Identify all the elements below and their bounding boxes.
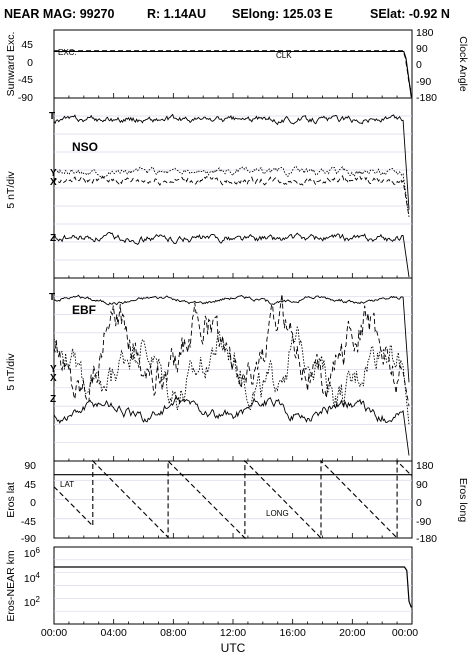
distance-line [54, 566, 412, 608]
ebf-ylabel: 5 nT/div [5, 353, 17, 391]
nso-ylabel: 5 nT/div [5, 171, 17, 209]
ebf-label-t: T [49, 292, 55, 303]
angles-rtick-180: 180 [416, 27, 434, 39]
angles-ytick-minus45: -45 [18, 74, 33, 86]
angles-right-ticks: 180 90 0 -90 -180 [416, 27, 437, 104]
angles-series [54, 50, 412, 98]
xtick-2: 08:00 [160, 627, 186, 639]
nso-label-t: T [49, 111, 55, 122]
angles-ytick-45: 45 [21, 39, 33, 51]
angles-ytick-minus90: -90 [18, 92, 33, 104]
eros-series [53, 459, 413, 540]
x-axis-ticks: 00:00 04:00 08:00 12:00 16:00 20:00 00:0… [41, 93, 418, 639]
distance-ytick-1e2: 102 [24, 595, 41, 609]
distance-ylabel: Eros-NEAR km [5, 550, 17, 621]
xtick-3: 12:00 [220, 627, 246, 639]
ebf-line-y [53, 325, 410, 425]
angles-ylabel-right: Clock Angle [457, 36, 469, 92]
nso-label-x: X [50, 177, 57, 188]
nso-series [53, 113, 410, 278]
ebf-series [53, 293, 410, 456]
angles-annotation-clk: CLK [276, 51, 292, 60]
nso-line-t [53, 113, 410, 210]
eros-ytick-90: 90 [24, 460, 36, 472]
ebf-line-t [53, 294, 410, 383]
angles-ylabel: Sunward Exc. [5, 32, 17, 97]
eros-ylabel-right: Eros long [457, 478, 469, 523]
eros-ytick-minus45: -45 [21, 516, 36, 528]
xtick-6: 00:00 [392, 627, 418, 639]
ebf-label-z: Z [50, 394, 56, 405]
xtick-0: 00:00 [41, 627, 67, 639]
eros-ytick-minus90: -90 [21, 533, 36, 545]
xtick-5: 20:00 [339, 627, 365, 639]
eros-rtick-180: 180 [416, 460, 434, 472]
nso-line-x [53, 174, 410, 217]
xtick-4: 16:00 [280, 627, 306, 639]
ebf-line-x [53, 293, 410, 407]
eros-rtick-minus90: -90 [416, 516, 431, 528]
eros-ytick-0: 0 [30, 497, 36, 509]
guide-lines [54, 115, 412, 612]
x-axis-title: UTC [221, 641, 246, 655]
nso-line-y [53, 165, 410, 217]
eros-left-ticks: 90 45 0 -45 -90 [21, 460, 36, 545]
angles-rtick-minus90: -90 [416, 76, 431, 88]
eros-rtick-90: 90 [416, 479, 428, 491]
angles-ytick-0: 0 [27, 57, 33, 69]
eros-right-ticks: 180 90 0 -90 -180 [416, 460, 437, 545]
distance-ytick-1e6: 106 [24, 546, 41, 560]
nso-label-z: Z [50, 233, 56, 244]
angles-line-exc [54, 50, 412, 98]
eros-ylabel: Eros lat [5, 482, 17, 518]
distance-ticks: 106 104 102 [24, 546, 41, 609]
eros-ytick-45: 45 [24, 479, 36, 491]
eros-annotation-long: LONG [266, 509, 289, 518]
distance-ytick-1e4: 104 [24, 571, 41, 585]
title-selat: SElat: -0.92 N [370, 7, 450, 21]
xtick-1: 04:00 [101, 627, 127, 639]
eros-rtick-0: 0 [416, 497, 422, 509]
ebf-frame-label: EBF [72, 303, 96, 317]
eros-line-long [53, 459, 413, 540]
nso-frame-label: NSO [72, 140, 98, 154]
nso-line-z [53, 231, 410, 278]
eros-rtick-minus180: -180 [416, 533, 437, 545]
nso-label-y: Y [50, 168, 57, 179]
ebf-label-x: X [50, 373, 57, 384]
panel-angles-frame [53, 29, 413, 99]
angles-rtick-90: 90 [416, 43, 428, 55]
angles-rtick-minus180: -180 [416, 92, 437, 104]
title-selong: SElong: 125.03 E [232, 7, 333, 21]
title-distance: R: 1.14AU [147, 7, 206, 21]
title-mission: NEAR MAG: 99270 [4, 7, 114, 21]
distance-series [54, 566, 412, 608]
ebf-label-y: Y [50, 364, 57, 375]
ebf-line-z [53, 395, 410, 456]
angles-rtick-0: 0 [416, 59, 422, 71]
angles-annotation-exc: EXC. [58, 48, 77, 57]
angles-line-clk [54, 50, 412, 93]
eros-annotation-lat: LAT [60, 480, 74, 489]
angles-left-ticks: 45 0 -45 -90 [18, 39, 33, 104]
